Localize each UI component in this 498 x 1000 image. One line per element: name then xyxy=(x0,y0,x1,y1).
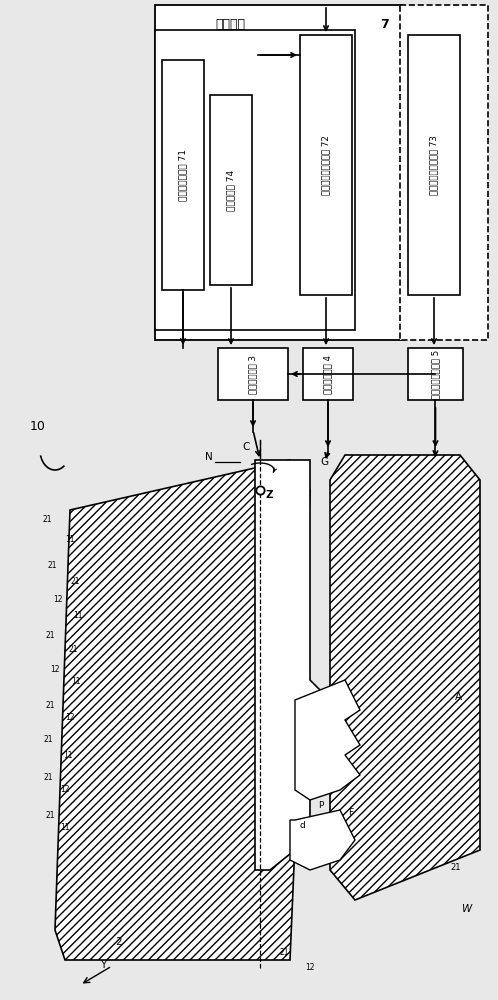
Text: 12: 12 xyxy=(53,595,63,604)
Text: 21: 21 xyxy=(43,736,53,744)
Text: 2: 2 xyxy=(115,937,122,947)
Text: 21: 21 xyxy=(47,560,57,570)
Text: 扬矩控制机构控制部 73: 扬矩控制机构控制部 73 xyxy=(429,135,439,195)
Text: 21: 21 xyxy=(280,948,289,957)
Text: 相对位置控制部 71: 相对位置控制部 71 xyxy=(178,149,188,201)
Polygon shape xyxy=(255,460,330,870)
Text: 21: 21 xyxy=(42,516,52,524)
Text: C: C xyxy=(242,442,249,452)
Bar xyxy=(162,60,204,290)
Text: 11: 11 xyxy=(71,678,81,686)
Text: 位置调节机构 3: 位置调节机构 3 xyxy=(249,355,257,393)
Text: 21: 21 xyxy=(68,646,78,654)
Text: 7: 7 xyxy=(380,18,389,31)
Text: A: A xyxy=(455,692,462,702)
Text: 磨石旋转机构控制部 72: 磨石旋转机构控制部 72 xyxy=(322,135,331,195)
Text: 12: 12 xyxy=(50,666,60,674)
Bar xyxy=(210,95,252,285)
Bar xyxy=(300,35,352,295)
Text: Y: Y xyxy=(100,960,106,970)
Text: G: G xyxy=(320,457,328,467)
Text: 21: 21 xyxy=(450,863,461,872)
Bar xyxy=(303,348,353,400)
Text: W: W xyxy=(462,904,472,914)
Text: 21: 21 xyxy=(45,810,55,820)
Text: 12: 12 xyxy=(60,786,70,794)
Bar xyxy=(218,348,288,400)
Text: Z: Z xyxy=(265,490,272,500)
Bar xyxy=(155,30,355,330)
Bar xyxy=(408,35,460,295)
Polygon shape xyxy=(290,810,355,870)
Text: N: N xyxy=(205,452,213,462)
Text: 21: 21 xyxy=(70,578,80,586)
Text: 11: 11 xyxy=(73,610,83,619)
Polygon shape xyxy=(330,455,480,900)
Text: d: d xyxy=(300,821,306,830)
Bar xyxy=(408,348,463,400)
Text: 21: 21 xyxy=(43,774,53,782)
Text: 11: 11 xyxy=(63,750,73,760)
Polygon shape xyxy=(55,460,310,960)
Text: 磨石旋转马达 4: 磨石旋转马达 4 xyxy=(324,355,333,393)
Text: 旋转扬矩控制机构 5: 旋转扬矩控制机构 5 xyxy=(431,349,440,399)
Text: 制御机構: 制御机構 xyxy=(215,18,245,31)
Text: 振动控制部 74: 振动控制部 74 xyxy=(227,169,236,211)
Text: 11: 11 xyxy=(65,536,75,544)
Text: 10: 10 xyxy=(30,420,46,433)
Bar xyxy=(155,5,402,340)
Text: 12: 12 xyxy=(65,714,75,722)
Text: F: F xyxy=(348,808,353,817)
Polygon shape xyxy=(295,680,360,800)
Bar xyxy=(400,5,488,340)
Text: 21: 21 xyxy=(45,700,55,710)
Text: 11: 11 xyxy=(60,824,70,832)
Text: 21: 21 xyxy=(45,631,55,640)
Text: 12: 12 xyxy=(305,963,315,972)
Text: P: P xyxy=(318,801,323,810)
